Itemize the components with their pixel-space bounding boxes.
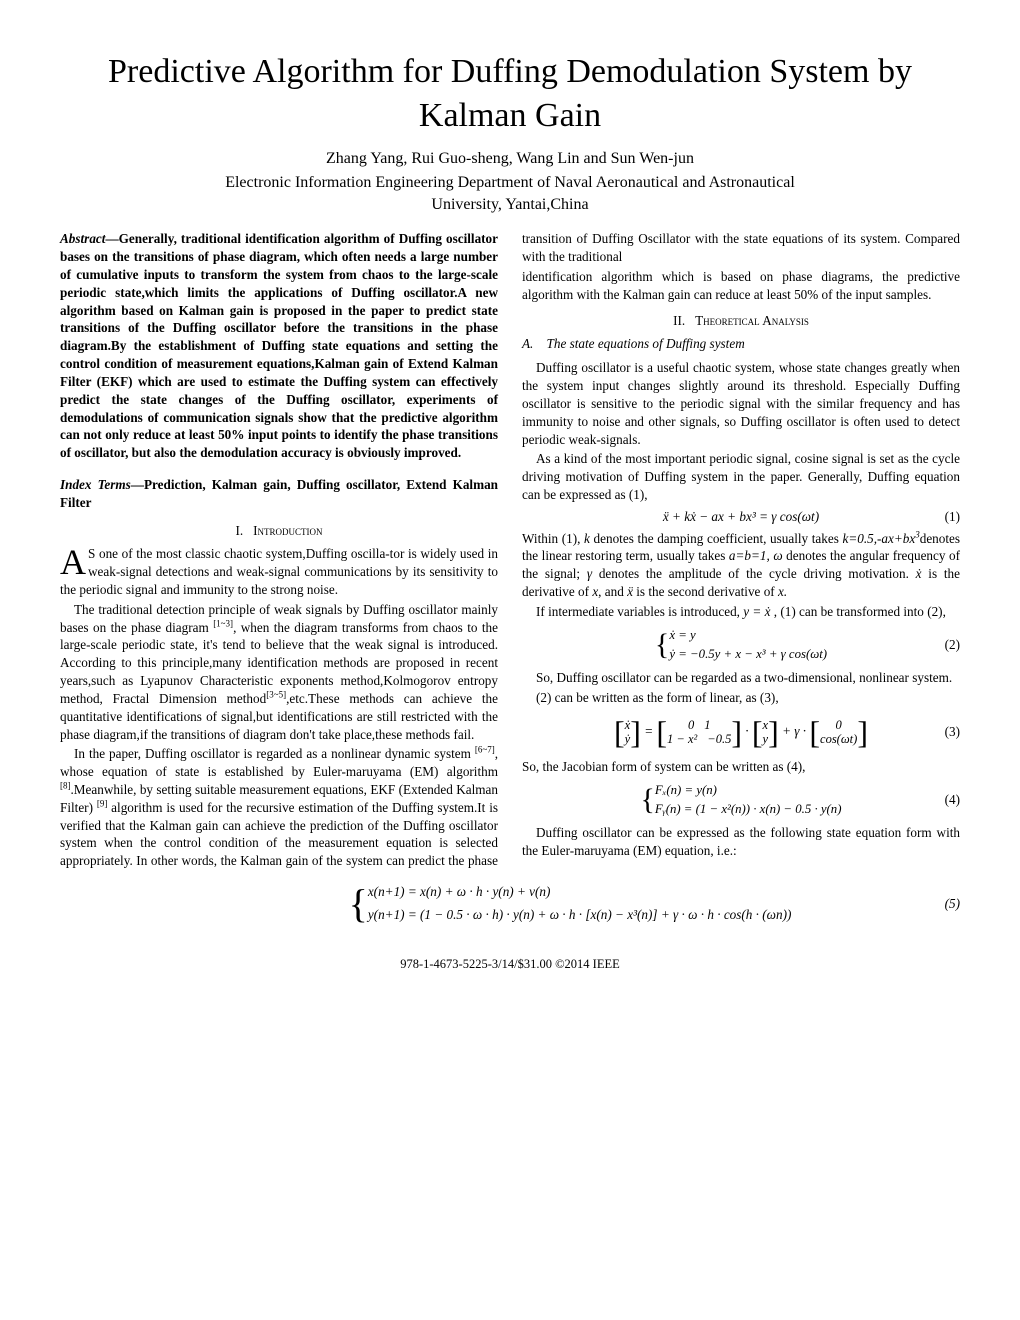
abstract-block: Abstract—Generally, traditional identifi… (60, 230, 498, 462)
index-terms-block: Index Terms—Prediction, Kalman gain, Duf… (60, 476, 498, 512)
eq3-m1-r1c1: 0 (688, 718, 694, 732)
equation-5-wide: { x(n+1) = x(n) + ω · h · y(n) + v(n) y(… (60, 880, 960, 927)
authors-line: Zhang Yang, Rui Guo-sheng, Wang Lin and … (60, 150, 960, 168)
citation-8: [8] (60, 781, 71, 791)
dropcap-letter: A (60, 545, 88, 577)
intro-paragraph-2: The traditional detection principle of w… (60, 601, 498, 744)
bracket-icon: [ (809, 711, 820, 754)
eq5-brace-icon: { (349, 880, 368, 927)
p3-kval: k=0.5,-ax+bx (843, 531, 916, 546)
p4-a: If intermediate variables is introduced, (536, 604, 743, 619)
eq2-number: (2) (945, 636, 960, 654)
affiliation-line-2: University, Yantai,China (60, 196, 960, 214)
p4-b: , (1) can be transformed into (2), (770, 604, 945, 619)
section-2-number: II. (673, 313, 685, 328)
col2-intro-continuation: identification algorithm which is based … (522, 268, 960, 304)
eq4-line1: Fₓ(n) = y(n) (655, 781, 717, 800)
bracket-icon: ] (731, 711, 742, 754)
subsection-a-title: The state equations of Duffing system (547, 336, 745, 351)
eq1-number: (1) (945, 508, 960, 526)
eq3-plus-gamma: + γ · (782, 723, 806, 738)
body-p5: So, Duffing oscillator can be regarded a… (522, 669, 960, 687)
citation-1-3: [1~3] (213, 618, 233, 628)
section-1-title: Introduction (253, 523, 322, 538)
section-2-title: Theoretical Analysis (695, 313, 809, 328)
p3-a: Within (1), (522, 531, 584, 546)
eq2-line1: ẋ = y (669, 626, 695, 645)
p3-h: is the second derivative of (633, 584, 778, 599)
eq4-line2: Fᵧ(n) = (1 − x²(n)) · x(n) − 0.5 · y(n) (655, 800, 842, 819)
eq4-brace-icon: { (641, 780, 655, 821)
body-p6: (2) can be written as the form of linear… (522, 689, 960, 707)
intro-p1-text: S one of the most classic chaotic system… (60, 546, 498, 597)
eq5-number: (5) (945, 896, 960, 912)
index-terms-label: Index Terms (60, 477, 131, 492)
bracket-icon: ] (857, 711, 868, 754)
eq5-line2: y(n+1) = (1 − 0.5 · ω · h) · y(n) + ω · … (368, 904, 792, 926)
p4-yx: y = ẋ (743, 604, 770, 619)
citation-9: [9] (97, 798, 108, 808)
abstract-text: —Generally, traditional identification a… (60, 231, 498, 460)
affiliation-line-1: Electronic Information Engineering Depar… (60, 174, 960, 192)
p3-e: denotes the amplitude of the cycle drivi… (592, 566, 916, 581)
eq2-line2: ẏ = −0.5y + x − x³ + γ cos(ωt) (669, 645, 827, 664)
eq3-m3-top: 0 (836, 718, 842, 732)
equation-1: ẍ + kẋ − ax + bx³ = γ cos(ωt) (1) (522, 508, 960, 526)
body-p1: Duffing oscillator is a useful chaotic s… (522, 359, 960, 448)
citation-6-7: [6~7] (475, 745, 495, 755)
eq3-m1-r2c1: 1 − x² (667, 732, 697, 746)
section-2-header: II. Theoretical Analysis (522, 312, 960, 330)
body-p7: So, the Jacobian form of system can be w… (522, 758, 960, 776)
subsection-a-label: A. (522, 336, 533, 351)
p3-ab: a=b=1, ω (729, 548, 783, 563)
paper-title: Predictive Algorithm for Duffing Demodul… (60, 50, 960, 138)
page-footer-copyright: 978-1-4673-5225-3/14/$31.00 ©2014 IEEE (60, 957, 960, 972)
p3-b: denotes the damping coefficient, usually… (590, 531, 843, 546)
eq3-number: (3) (945, 723, 960, 741)
section-1-header: I. Introduction (60, 522, 498, 540)
abstract-text-tail: demodulation accuracy is obviously impro… (197, 445, 461, 460)
body-p4: If intermediate variables is introduced,… (522, 603, 960, 621)
abstract-label: Abstract (60, 231, 105, 246)
subsection-a-header: A. The state equations of Duffing system (522, 335, 960, 353)
eq3-dot: · (745, 723, 748, 738)
citation-3-5: [3~5] (266, 689, 286, 699)
intro-p3-a: In the paper, Duffing oscillator is rega… (74, 746, 475, 761)
equation-2: { ẋ = y ẏ = −0.5y + x − x³ + γ cos(ωt) (… (522, 625, 960, 666)
two-column-body: Abstract—Generally, traditional identifi… (60, 230, 960, 870)
section-1-number: I. (236, 523, 244, 538)
body-p2: As a kind of the most important periodic… (522, 450, 960, 503)
eq3-equals: = (644, 723, 653, 738)
eq3-m3-bot: cos(ωt) (820, 732, 857, 746)
intro-paragraph-1: AS one of the most classic chaotic syste… (60, 545, 498, 598)
p3-g: , and (598, 584, 627, 599)
p3-x2: x. (778, 584, 787, 599)
body-p8: Duffing oscillator can be expressed as t… (522, 824, 960, 860)
abstract-the-word: the (179, 445, 197, 460)
bracket-icon: ] (630, 711, 641, 754)
bracket-icon: ] (768, 711, 779, 754)
eq2-brace-icon: { (655, 625, 669, 666)
equation-4: { Fₓ(n) = y(n) Fᵧ(n) = (1 − x²(n)) · x(n… (522, 780, 960, 821)
bracket-icon: [ (614, 711, 625, 754)
eq3-m1-r1c2: 1 (704, 718, 710, 732)
eq1-content: ẍ + kẋ − ax + bx³ = γ cos(ωt) (663, 508, 819, 526)
bracket-icon: [ (752, 711, 763, 754)
bracket-icon: [ (656, 711, 667, 754)
eq4-number: (4) (945, 791, 960, 809)
eq5-line1: x(n+1) = x(n) + ω · h · y(n) + v(n) (368, 881, 551, 903)
eq3-m1-r2c2: −0.5 (707, 732, 731, 746)
body-p3: Within (1), k denotes the damping coeffi… (522, 530, 960, 601)
equation-3: [ ẋ ẏ ] = [ 01 1 − x²−0.5 ] · (522, 711, 960, 754)
